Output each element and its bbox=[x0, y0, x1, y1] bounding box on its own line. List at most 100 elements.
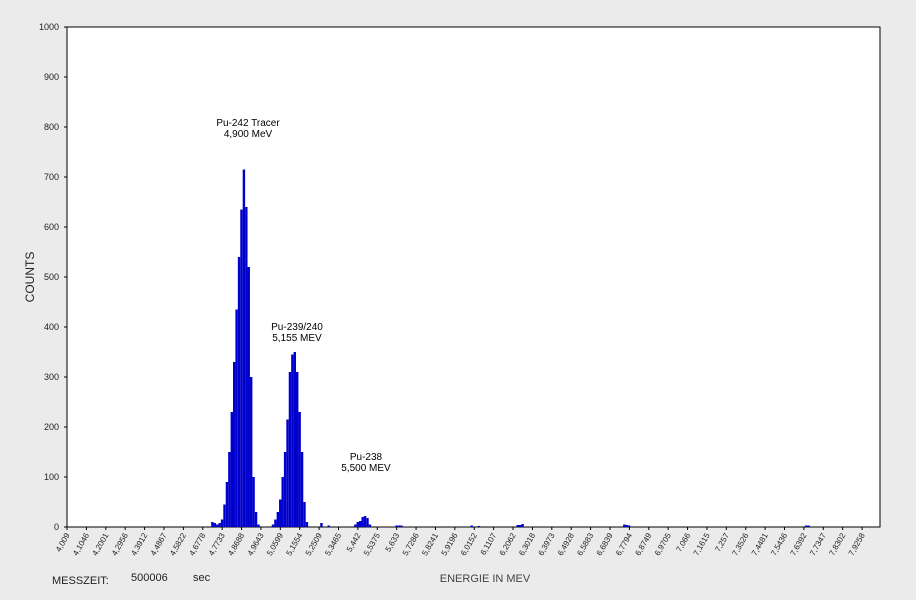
x-tick-label: 4,8688 bbox=[226, 531, 246, 557]
x-tick-label: 5,9196 bbox=[440, 531, 460, 557]
x-tick-label: 7,066 bbox=[674, 531, 692, 553]
annotation: Pu-238 bbox=[350, 452, 383, 463]
x-tick-label: 6,2062 bbox=[498, 531, 518, 557]
footer-unit: sec bbox=[193, 572, 211, 584]
bar bbox=[230, 412, 234, 527]
annotation: 5,500 MEV bbox=[341, 463, 391, 474]
bar bbox=[521, 524, 524, 527]
x-tick-label: 6,5883 bbox=[575, 531, 595, 557]
bar bbox=[470, 525, 473, 527]
x-tick-label: 7,7347 bbox=[808, 531, 828, 557]
bar bbox=[293, 352, 297, 527]
x-tick-label: 4,9643 bbox=[246, 531, 266, 557]
bar bbox=[327, 525, 330, 527]
bar bbox=[286, 419, 289, 527]
bar bbox=[283, 452, 287, 527]
x-tick-label: 4,5822 bbox=[168, 531, 188, 557]
y-tick-label: 600 bbox=[44, 222, 59, 232]
bar bbox=[627, 525, 631, 527]
x-tick-label: 5,5375 bbox=[362, 531, 382, 557]
x-tick-label: 5,0599 bbox=[265, 531, 285, 557]
bar bbox=[397, 525, 401, 527]
bar bbox=[300, 452, 304, 527]
x-tick-label: 7,6392 bbox=[789, 531, 809, 557]
x-tick-label: 6,3018 bbox=[517, 531, 537, 557]
bar bbox=[361, 517, 364, 527]
y-tick-label: 200 bbox=[44, 422, 59, 432]
bar bbox=[516, 525, 519, 527]
bar bbox=[223, 504, 226, 527]
y-tick-label: 300 bbox=[44, 372, 59, 382]
x-tick-label: 4,2001 bbox=[90, 531, 110, 557]
annotation: Pu-242 Tracer bbox=[216, 118, 280, 129]
plot-area bbox=[66, 26, 881, 528]
x-tick-label: 4,6778 bbox=[187, 531, 207, 557]
bar bbox=[807, 525, 810, 527]
x-tick-label: 4,1046 bbox=[71, 531, 91, 557]
bar bbox=[218, 523, 221, 527]
bar bbox=[225, 482, 229, 527]
y-tick-label: 1000 bbox=[39, 22, 59, 32]
x-tick-label: 6,8749 bbox=[633, 531, 653, 557]
bar bbox=[271, 524, 275, 527]
bar bbox=[252, 477, 255, 527]
y-tick-label: 900 bbox=[44, 72, 59, 82]
annotation: Pu-239/240 bbox=[271, 322, 323, 333]
x-tick-label: 7,8302 bbox=[827, 531, 847, 557]
bar bbox=[625, 525, 628, 527]
x-tick-label: 5,1554 bbox=[284, 531, 304, 557]
x-tick-label: 5,442 bbox=[345, 531, 363, 553]
y-tick-label: 100 bbox=[44, 472, 59, 482]
x-tick-label: 6,3973 bbox=[537, 531, 557, 557]
bar bbox=[213, 523, 217, 527]
x-tick-label: 7,9258 bbox=[847, 531, 867, 557]
bar bbox=[240, 209, 243, 527]
x-tick-label: 4,2956 bbox=[110, 531, 130, 557]
bar bbox=[216, 524, 219, 527]
bar bbox=[320, 523, 323, 527]
bar bbox=[242, 169, 246, 527]
bar bbox=[274, 519, 277, 527]
x-tick-label: 7,1615 bbox=[692, 531, 712, 557]
bar bbox=[220, 519, 224, 527]
x-tick-label: 7,4481 bbox=[750, 531, 770, 557]
bar bbox=[296, 372, 299, 527]
bar bbox=[477, 526, 481, 527]
bar bbox=[363, 516, 367, 527]
bar bbox=[288, 372, 292, 527]
x-tick-label: 7,257 bbox=[713, 531, 731, 553]
bar bbox=[368, 524, 372, 527]
bar bbox=[211, 522, 214, 527]
bar bbox=[276, 512, 280, 527]
x-tick-label: 6,0152 bbox=[459, 531, 479, 557]
bar bbox=[245, 207, 248, 527]
bar bbox=[804, 525, 808, 527]
bar bbox=[291, 354, 294, 527]
footer-value: 500006 bbox=[131, 572, 168, 584]
x-tick-label: 7,3526 bbox=[730, 531, 750, 557]
bar bbox=[235, 309, 238, 527]
annotation: 5,155 MEV bbox=[272, 333, 322, 344]
bar bbox=[279, 499, 282, 527]
bar bbox=[249, 377, 253, 527]
footer-label: MESSZEIT: bbox=[52, 575, 109, 587]
y-tick-label: 800 bbox=[44, 122, 59, 132]
x-tick-label: 4,7733 bbox=[207, 531, 227, 557]
y-tick-label: 500 bbox=[44, 272, 59, 282]
x-tick-label: 4,009 bbox=[54, 531, 72, 553]
bar bbox=[233, 362, 236, 527]
x-tick-label: 5,2509 bbox=[304, 531, 324, 557]
bar bbox=[358, 521, 362, 527]
annotation: 4,900 MeV bbox=[224, 129, 273, 140]
bar bbox=[247, 267, 250, 527]
bar bbox=[303, 502, 306, 527]
x-tick-label: 4,3912 bbox=[129, 531, 149, 557]
bar bbox=[395, 525, 398, 527]
x-tick-label: 6,1107 bbox=[479, 531, 499, 557]
bar bbox=[228, 452, 231, 527]
bar bbox=[305, 522, 309, 527]
bar bbox=[257, 524, 260, 527]
x-tick-label: 4,4867 bbox=[149, 531, 169, 557]
x-tick-label: 5,3465 bbox=[323, 531, 343, 557]
